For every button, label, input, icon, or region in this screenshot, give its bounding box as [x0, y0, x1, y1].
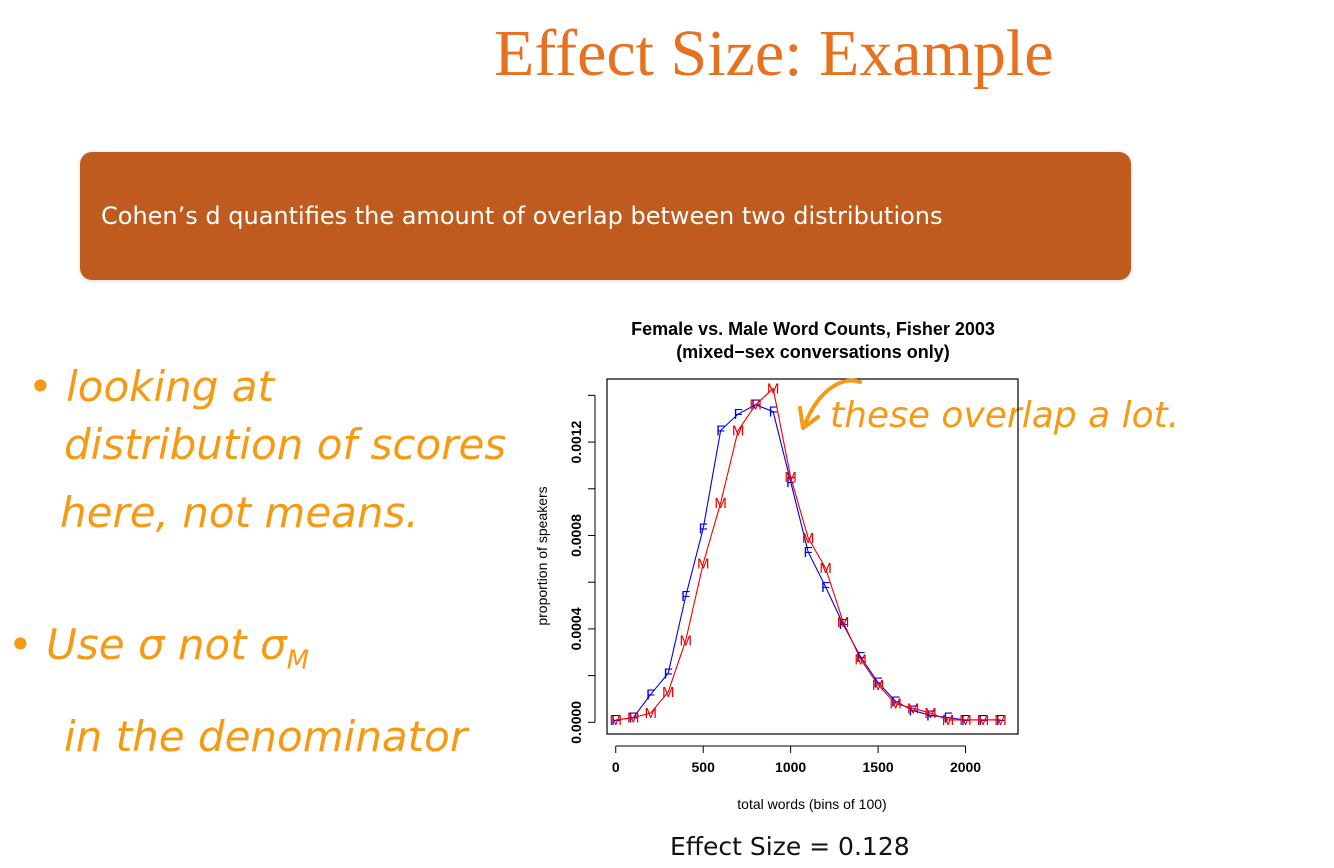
point-M: M — [942, 712, 955, 729]
x-tick-label: 1000 — [775, 759, 806, 775]
point-F: F — [891, 693, 900, 710]
annotation-bullet2-line2: in the denominator — [64, 712, 468, 761]
y-tick-label: 0.0008 — [568, 514, 584, 557]
point-M: M — [732, 422, 745, 439]
y-tick-label: 0.0000 — [568, 701, 584, 744]
annotation-bullet1-line2: distribution of scores — [64, 420, 507, 469]
point-F: F — [856, 649, 865, 666]
definition-banner: Cohen’s d quantifies the amount of overl… — [80, 152, 1131, 280]
annotation-bullet1-line3: here, not means. — [60, 488, 419, 537]
point-M: M — [837, 614, 850, 631]
point-M: M — [749, 397, 762, 414]
series-line-F — [615, 404, 1001, 721]
point-M: M — [644, 705, 657, 722]
point-F: F — [926, 707, 935, 724]
point-M: M — [977, 712, 990, 729]
y-tick-label: 0.0012 — [568, 420, 584, 463]
point-M: M — [767, 380, 780, 397]
point-M: M — [959, 712, 972, 729]
point-M: M — [697, 556, 710, 573]
point-F: F — [908, 703, 917, 720]
point-F: F — [821, 579, 830, 596]
effect-size-label: Effect Size = 0.128 — [670, 832, 910, 861]
point-F: F — [716, 422, 725, 439]
point-M: M — [819, 560, 832, 577]
plot-box — [606, 378, 1019, 735]
word-count-chart: Female vs. Male Word Counts, Fisher 2003… — [534, 319, 1019, 812]
point-M: M — [994, 712, 1007, 729]
point-F: F — [839, 616, 848, 633]
banner-text: Cohen’s d quantifies the amount of overl… — [101, 202, 943, 230]
point-F: F — [681, 588, 690, 605]
x-axis-label: total words (bins of 100) — [737, 796, 886, 812]
point-M: M — [627, 710, 640, 727]
annotation-bullet2-text: • Use σ not σ — [8, 620, 287, 669]
point-F: F — [664, 665, 673, 682]
point-F: F — [611, 712, 620, 729]
point-M: M — [784, 469, 797, 486]
y-axis-label: proportion of speakers — [534, 486, 550, 625]
chart-title: Female vs. Male Word Counts, Fisher 2003 — [631, 319, 995, 339]
point-F: F — [646, 686, 655, 703]
annotation-bullet2-subscript: M — [286, 645, 310, 676]
point-M: M — [679, 633, 692, 650]
point-F: F — [873, 675, 882, 692]
chart-subtitle: (mixed−sex conversations only) — [676, 342, 950, 362]
point-M: M — [854, 651, 867, 668]
slide-title: Effect Size: Example — [494, 17, 1054, 90]
point-M: M — [924, 705, 937, 722]
point-F: F — [943, 710, 952, 727]
point-F: F — [804, 544, 813, 561]
annotation-bullet1-line1: • looking at — [28, 362, 275, 411]
annotation-arrow — [803, 378, 862, 426]
point-M: M — [872, 677, 885, 694]
x-tick-label: 0 — [612, 759, 620, 775]
point-F: F — [786, 474, 795, 491]
point-M: M — [714, 495, 727, 512]
x-tick-label: 500 — [692, 759, 716, 775]
point-M: M — [802, 530, 815, 547]
point-M: M — [907, 700, 920, 717]
annotation-arrow-note: these overlap a lot. — [830, 395, 1180, 436]
series-line-M — [615, 387, 1001, 721]
x-tick-label: 1500 — [863, 759, 894, 775]
annotation-bullet2-line1: • Use σ not σM — [8, 624, 310, 676]
point-M: M — [662, 684, 675, 701]
annotation-arrowhead — [798, 406, 820, 430]
point-M: M — [609, 712, 622, 729]
x-tick-label: 2000 — [950, 759, 981, 775]
point-F: F — [734, 406, 743, 423]
y-tick-label: 0.0004 — [568, 607, 584, 650]
point-M: M — [889, 696, 902, 713]
point-F: F — [699, 520, 708, 537]
point-F: F — [769, 404, 778, 421]
